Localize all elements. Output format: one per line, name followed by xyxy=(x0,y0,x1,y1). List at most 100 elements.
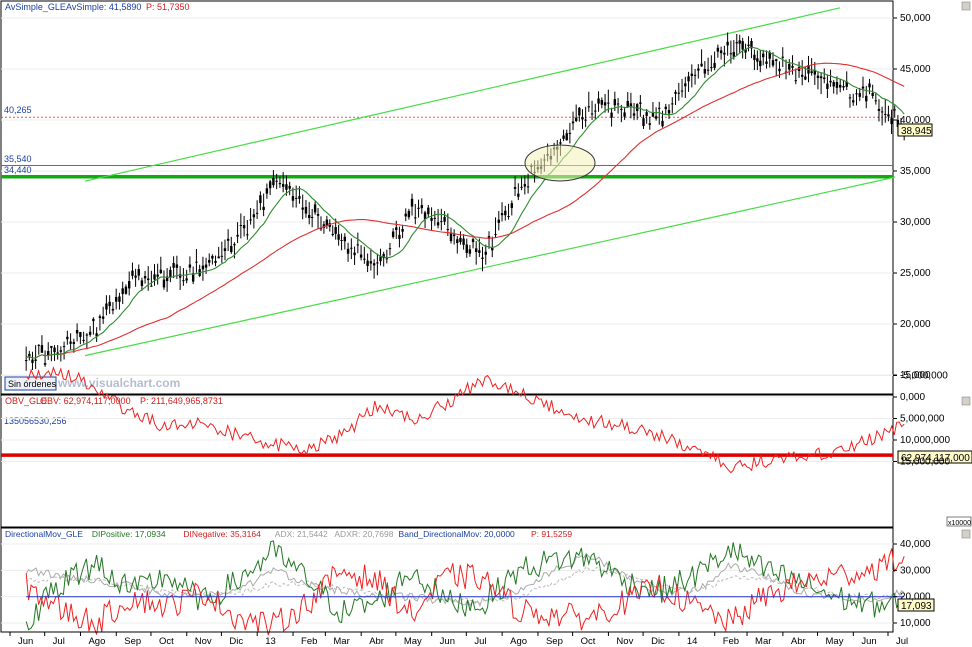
price-bar-body xyxy=(313,204,317,213)
price-bar-body xyxy=(433,217,437,219)
price-bar-body xyxy=(750,40,753,49)
x-tick-label: Jun xyxy=(18,636,33,647)
price-bar-body xyxy=(427,207,430,215)
price-bar-body xyxy=(288,185,291,189)
price-bar-body xyxy=(50,345,53,348)
price-bar-body xyxy=(346,248,350,254)
price-bar-body xyxy=(762,53,765,58)
price-bar-body xyxy=(810,71,813,74)
price-bar-body xyxy=(732,52,736,57)
obv-scroll-handle[interactable] xyxy=(961,396,971,406)
breakout-ellipse xyxy=(524,144,596,182)
price-bar-body xyxy=(584,119,587,121)
price-bar-body xyxy=(568,132,572,134)
price-bar-body xyxy=(331,233,334,235)
price-bar-body xyxy=(826,83,829,89)
x-tick-label: Dic xyxy=(229,636,243,647)
dmi-scroll-handle[interactable] xyxy=(961,529,971,539)
price-bar-body xyxy=(693,74,697,76)
dmi-y-tick-label: 30,000 xyxy=(900,565,931,576)
price-bar-body xyxy=(175,264,179,268)
price-plot-area[interactable] xyxy=(0,0,894,395)
price-bar-body xyxy=(520,186,523,188)
price-annotation-lines xyxy=(1,7,896,357)
dmi-plot-area[interactable] xyxy=(0,527,894,633)
price-bar-body xyxy=(337,234,340,240)
price-bar-body xyxy=(687,76,690,82)
price-bar-body xyxy=(839,84,842,88)
price-bar-body xyxy=(765,61,768,64)
price-bar-body xyxy=(645,112,648,116)
x-tick-label: Jun xyxy=(440,636,455,647)
price-bar-body xyxy=(88,331,92,335)
level-label-mid: 35,540 xyxy=(4,154,32,164)
price-bar-body xyxy=(874,100,878,102)
price-bar-body xyxy=(729,53,733,55)
price-bar-body xyxy=(813,70,816,75)
x-tick-label: Feb xyxy=(301,636,317,647)
price-bar-body xyxy=(744,49,747,53)
price-bar-body xyxy=(594,110,597,112)
price-bar-body xyxy=(800,74,804,77)
price-bar-body xyxy=(848,97,852,99)
price-y-tick-label: 25,000 xyxy=(900,268,931,279)
price-bar-body xyxy=(226,238,230,241)
price-bar-body xyxy=(607,102,610,104)
price-bar-body xyxy=(101,316,105,319)
price-bar-body xyxy=(680,90,684,92)
price-bar-body xyxy=(684,83,687,87)
price-bar-body xyxy=(590,113,594,115)
price-bar-body xyxy=(462,238,465,245)
price-bar-body xyxy=(376,262,379,264)
price-bar-body xyxy=(440,221,443,223)
price-bar-body xyxy=(322,224,326,228)
order-button[interactable]: Sin órdenes xyxy=(4,376,57,391)
price-bar-body xyxy=(603,102,607,106)
price-bar-body xyxy=(359,254,363,258)
price-bar-body xyxy=(388,248,392,250)
obv-header-value: OBV: 62,974,117,0000 xyxy=(40,396,131,406)
price-bar-body xyxy=(877,108,881,111)
price-bar-body xyxy=(291,196,295,201)
price-bar-body xyxy=(214,260,217,263)
price-header: AvSimple_GLE AvSimple: 41,5890 P: 51,735… xyxy=(5,2,190,12)
price-scroll-handle[interactable] xyxy=(961,1,971,11)
obv-header: OBV_GLE OBV: 62,974,117,0000 P: 211,649,… xyxy=(5,396,223,406)
price-bar-body xyxy=(79,332,82,337)
price-bar-body xyxy=(159,269,163,274)
price-bar-body xyxy=(819,76,823,79)
price-bar-body xyxy=(353,252,356,256)
price-bar-body xyxy=(613,99,617,106)
price-bar-body xyxy=(880,111,884,113)
sma-long-line xyxy=(26,62,905,359)
price-bar-body xyxy=(677,92,680,94)
price-bar-body xyxy=(430,217,433,221)
price-bar-body xyxy=(137,269,140,276)
price-bar-body xyxy=(268,181,272,189)
x-tick-label: Sep xyxy=(546,636,563,647)
price-bar-body xyxy=(775,59,778,61)
price-bar-body xyxy=(571,121,575,124)
price-bar-body xyxy=(829,80,832,83)
price-y-tick-label: 15,000 xyxy=(900,370,931,381)
price-bar-body xyxy=(265,188,269,194)
price-bar-body xyxy=(436,222,440,226)
dmi-panel[interactable]: DirectionalMov_GLE DIPositive: 17,0934 DIN… xyxy=(0,527,935,636)
order-button-label: Sin órdenes xyxy=(8,379,57,389)
obv-y-tick-label: 10,000,000 xyxy=(900,435,950,446)
price-bar-body xyxy=(140,280,144,286)
price-bar-body xyxy=(471,239,475,243)
price-bar-body xyxy=(626,100,629,107)
price-bar-body xyxy=(690,73,694,76)
obv-panel[interactable]: OBV_GLE OBV: 62,974,117,0000 P: 211,649,… xyxy=(0,366,972,528)
price-bar-body xyxy=(700,63,703,67)
price-bar-body xyxy=(507,216,510,218)
price-bar-body xyxy=(778,68,781,72)
price-bar-body xyxy=(246,234,249,236)
price-bar-body xyxy=(24,360,28,362)
price-bar-body xyxy=(114,297,118,302)
price-bar-body xyxy=(703,68,707,74)
price-panel[interactable]: AvSimple_GLE AvSimple: 41,5890 P: 51,735… xyxy=(0,0,933,395)
price-bar-body xyxy=(195,261,198,263)
